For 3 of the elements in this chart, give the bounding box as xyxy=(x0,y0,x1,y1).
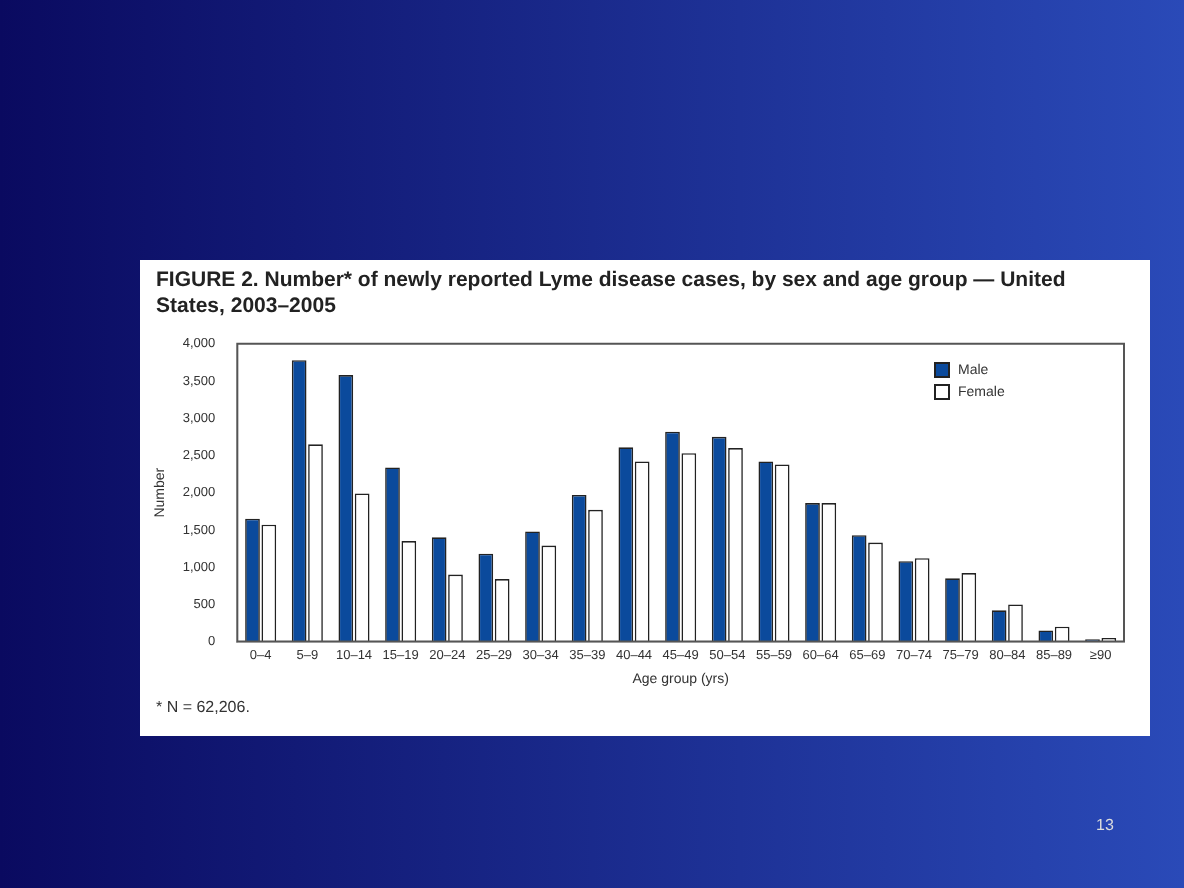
text: 13 xyxy=(1096,816,1114,834)
text: * N = 62,206. xyxy=(156,698,250,716)
chart-title: FIGURE 2. Number* of newly reported Lyme disease cases, by sex and age group — United States, 2003–2005 xyxy=(156,268,1068,320)
